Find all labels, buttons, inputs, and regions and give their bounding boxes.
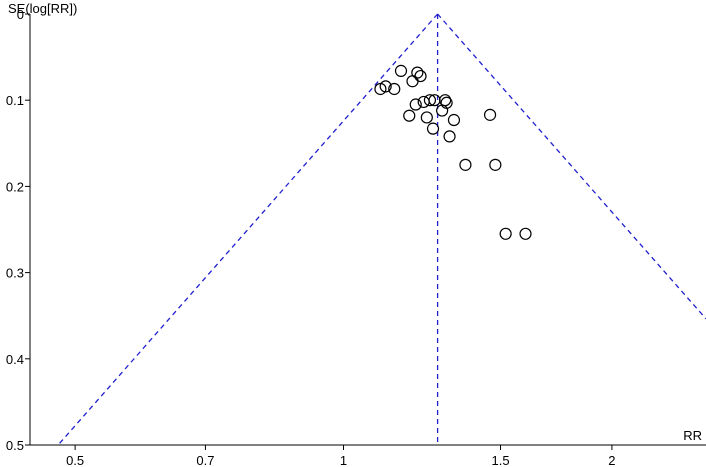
study-points: [374, 64, 532, 240]
study-point: [489, 158, 502, 171]
x-tick-label: 0.5: [66, 453, 84, 467]
y-axis-label: SE(log[RR]): [8, 1, 77, 16]
x-tick-label: 2: [608, 453, 615, 467]
study-point: [423, 94, 437, 107]
study-point: [409, 98, 422, 111]
y-tick-label: 0: [17, 7, 24, 22]
study-point: [483, 108, 497, 121]
study-point: [499, 227, 512, 240]
study-point: [443, 130, 456, 143]
study-point: [519, 227, 532, 240]
funnel-right-line: [437, 13, 706, 320]
x-tick-label: 1.5: [491, 453, 509, 467]
study-point: [420, 111, 433, 124]
y-tick-label: 0.1: [6, 93, 24, 108]
funnel-left-line: [57, 13, 439, 446]
study-point: [447, 113, 461, 127]
x-tick-label: 0.7: [196, 453, 214, 467]
x-tick-label: 1: [340, 453, 347, 467]
study-point: [403, 109, 416, 122]
y-tick-label: 0.5: [6, 438, 24, 453]
x-axis-ticks: 0.5 0.7 1 1.5 2: [66, 445, 616, 467]
study-point: [459, 158, 472, 171]
study-point: [426, 122, 440, 135]
study-point: [414, 69, 427, 83]
study-point: [439, 94, 452, 107]
y-axis-ticks: 0 0.1 0.2 0.3 0.4 0.5: [6, 7, 30, 453]
study-point: [388, 82, 401, 96]
study-point: [440, 96, 453, 109]
axes: 0 0.1 0.2 0.3 0.4 0.5 0.5 0.7 1 1.5 2 SE(log[RR])…: [6, 1, 706, 467]
study-point: [394, 64, 408, 77]
study-point: [379, 80, 392, 93]
study-point: [406, 75, 419, 88]
y-tick-label: 0.2: [6, 179, 24, 194]
study-point: [411, 66, 424, 79]
y-tick-label: 0.4: [6, 352, 24, 367]
y-tick-label: 0.3: [6, 266, 24, 281]
funnel-lines: [57, 13, 706, 446]
x-axis-label: RR: [683, 428, 702, 443]
